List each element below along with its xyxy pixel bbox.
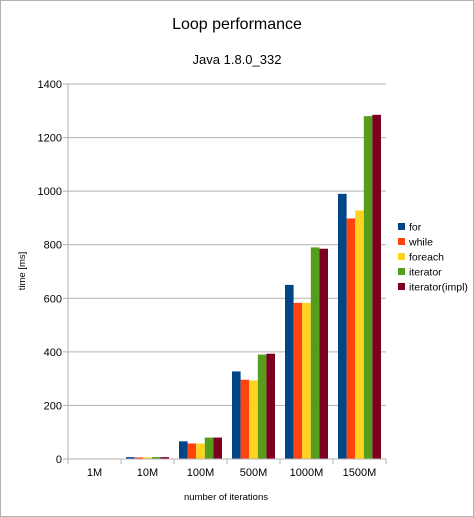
y-tick-label: 1200 <box>38 133 62 145</box>
bar-iterator-impl--10m <box>160 457 169 459</box>
x-tick-label: 1000M <box>290 467 324 479</box>
axes: 0 200 400 600 800 1000 1200 1400 1M 10M 100M 500M 10… <box>38 79 387 479</box>
bar-for-500m <box>232 371 241 459</box>
y-tick-label: 1000 <box>38 186 62 198</box>
x-tick-label: 100M <box>187 467 215 479</box>
bar-iterator-100m <box>204 437 214 459</box>
y-tick-label: 1400 <box>38 79 62 91</box>
legend-label: iterator(impl) <box>409 282 468 294</box>
legend-label: while <box>408 237 433 249</box>
x-tick-label: 1M <box>87 467 102 479</box>
legend-swatch <box>398 223 405 230</box>
bar-for-1000m <box>285 284 294 459</box>
y-tick-label: 400 <box>44 347 62 359</box>
bar-iterator-impl--500m <box>266 353 275 459</box>
legend-label: for <box>409 222 422 234</box>
x-tick-label: 1500M <box>343 467 377 479</box>
bar-foreach-1000m <box>302 302 311 459</box>
y-tick-label: 0 <box>56 454 62 466</box>
y-tick-label: 800 <box>44 240 62 252</box>
y-tick-label: 600 <box>44 293 62 305</box>
bar-for-10m <box>126 457 135 459</box>
chart-title: Loop performance <box>172 16 302 33</box>
bar-iterator-impl--1000m <box>319 248 328 459</box>
bar-while-500m <box>240 379 250 459</box>
bar-iterator-impl--1500m <box>372 114 381 459</box>
bar-iterator-impl--100m <box>213 437 222 459</box>
bars <box>73 114 381 460</box>
bar-for-1500m <box>338 193 347 460</box>
y-tick-label: 200 <box>44 400 62 412</box>
x-tick-label: 500M <box>240 467 268 479</box>
bar-iterator-10m <box>151 457 161 459</box>
bar-while-100m <box>187 443 197 459</box>
legend-swatch <box>398 268 405 275</box>
legend-swatch <box>398 253 405 260</box>
x-axis-label: number of iterations <box>184 492 268 503</box>
bar-while-1000m <box>293 302 303 459</box>
bar-foreach-500m <box>249 380 258 459</box>
chart-subtitle: Java 1.8.0_332 <box>192 52 282 67</box>
legend-label: foreach <box>409 252 444 264</box>
bar-iterator-1500m <box>363 116 373 460</box>
bar-for-100m <box>179 441 188 459</box>
legend: for while foreach iterator iterator(impl) <box>398 222 468 294</box>
bar-iterator-500m <box>257 354 267 459</box>
x-tick-label: 10M <box>137 467 158 479</box>
legend-label: iterator <box>409 267 442 279</box>
legend-swatch <box>398 283 405 290</box>
bar-foreach-1500m <box>355 210 364 459</box>
y-axis-label: time [ms] <box>17 252 28 291</box>
bar-while-1500m <box>346 218 356 459</box>
bar-iterator-1000m <box>310 247 320 459</box>
bar-while-10m <box>134 457 144 459</box>
bar-foreach-10m <box>143 457 152 459</box>
bar-foreach-100m <box>196 443 205 459</box>
legend-swatch <box>398 238 405 245</box>
